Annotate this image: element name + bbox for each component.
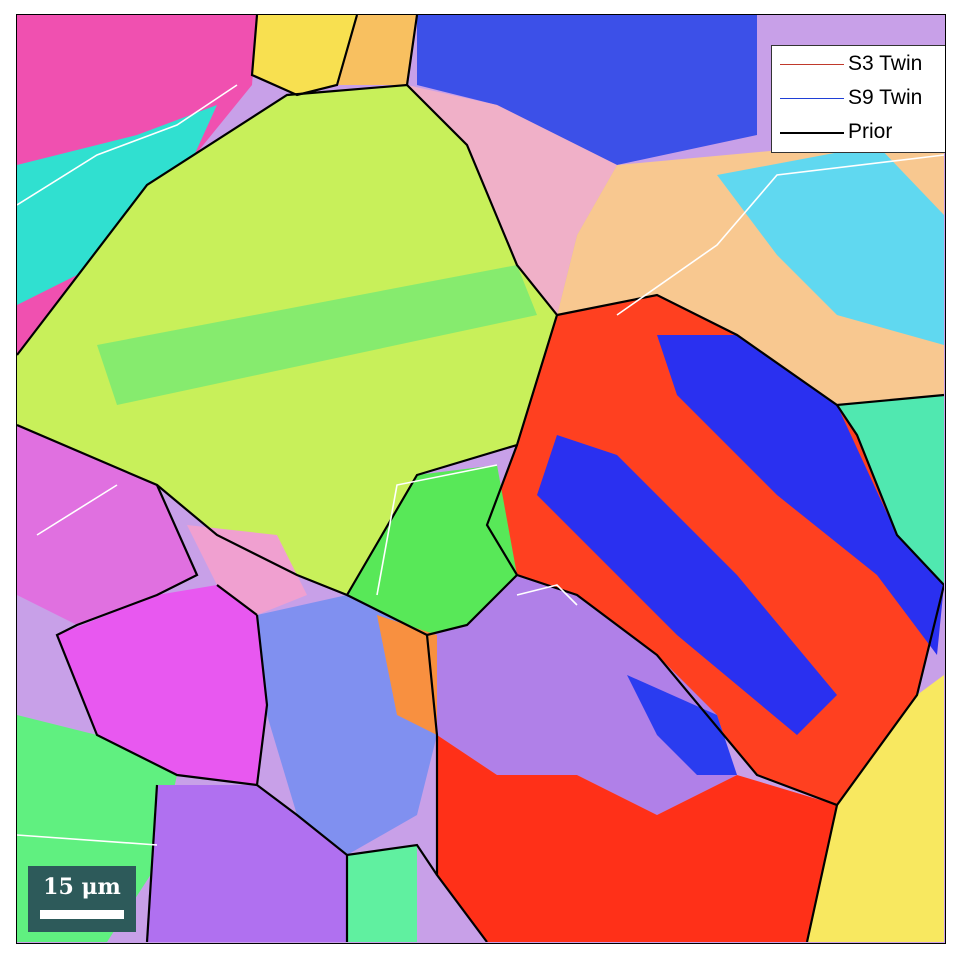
grain-center-violet [427, 575, 737, 815]
prior-boundary-5 [425, 634, 488, 942]
s3-twin-4 [17, 834, 158, 846]
prior-boundary-12 [805, 804, 839, 942]
prior-boundary-8 [145, 784, 159, 942]
legend: S3 Twin S9 Twin Prior [771, 45, 945, 153]
legend-label-s3: S3 Twin [848, 52, 923, 75]
scale-bar-label: 15 μm [43, 874, 121, 900]
legend-label-prior: Prior [848, 120, 893, 143]
grain-lower-left-magenta [57, 585, 267, 785]
grain-lower-red [437, 735, 837, 942]
prior-boundary-13 [216, 584, 258, 616]
prior-boundary-10 [250, 15, 359, 97]
s3-twin-boundaries [17, 84, 944, 846]
legend-line-s9 [780, 98, 844, 99]
prior-boundary-6 [255, 614, 438, 876]
s3-twin-1 [17, 84, 238, 206]
scale-bar: 15 μm [28, 866, 136, 932]
scale-bar-line [40, 910, 124, 919]
grain-upper-mid-pink [407, 85, 617, 315]
prior-boundary-7 [55, 484, 258, 787]
prior-boundary-2 [556, 293, 944, 407]
s3-twin-3 [376, 464, 498, 596]
grain-lower-violet [147, 785, 347, 942]
grain-green-mid [347, 465, 517, 635]
grain-map-svg [17, 15, 944, 942]
legend-label-s9: S9 Twin [848, 86, 923, 109]
grain-blue-band-2 [537, 435, 837, 735]
grain-top-blue [417, 15, 757, 165]
s3-twin-5 [516, 584, 578, 606]
s3-twin-2 [616, 154, 944, 316]
grain-orange-sliver [377, 615, 437, 735]
prior-boundaries [17, 15, 944, 942]
prior-boundary-4 [346, 574, 518, 637]
grain-top-orange-small [337, 15, 417, 85]
grain-blue-band-1 [657, 335, 944, 655]
grain-left-mid-magenta [17, 425, 197, 625]
legend-item-s3: S3 Twin [780, 50, 944, 80]
legend-line-s3 [780, 64, 844, 65]
grain-right-cyan [717, 145, 944, 345]
grain-lower-green-small [347, 845, 417, 942]
grain-top-left-cyan [17, 105, 217, 305]
s3-twin-6 [36, 484, 118, 536]
ebsd-orientation-map: S3 Twin S9 Twin Prior [16, 14, 946, 944]
legend-line-prior [780, 132, 844, 134]
grain-lower-blue-fleck [627, 675, 737, 775]
grain-small-pink [187, 525, 307, 615]
grain-top-yellow-small [252, 15, 357, 95]
prior-boundary-3 [485, 404, 944, 807]
prior-boundary-11 [405, 15, 419, 86]
grain-right-edge-cyan [837, 395, 944, 585]
legend-item-prior: Prior [780, 118, 944, 148]
legend-item-s9: S9 Twin [780, 84, 944, 114]
grain-lime-stripe [97, 265, 537, 405]
grain-lower-right-yellow [807, 675, 944, 942]
